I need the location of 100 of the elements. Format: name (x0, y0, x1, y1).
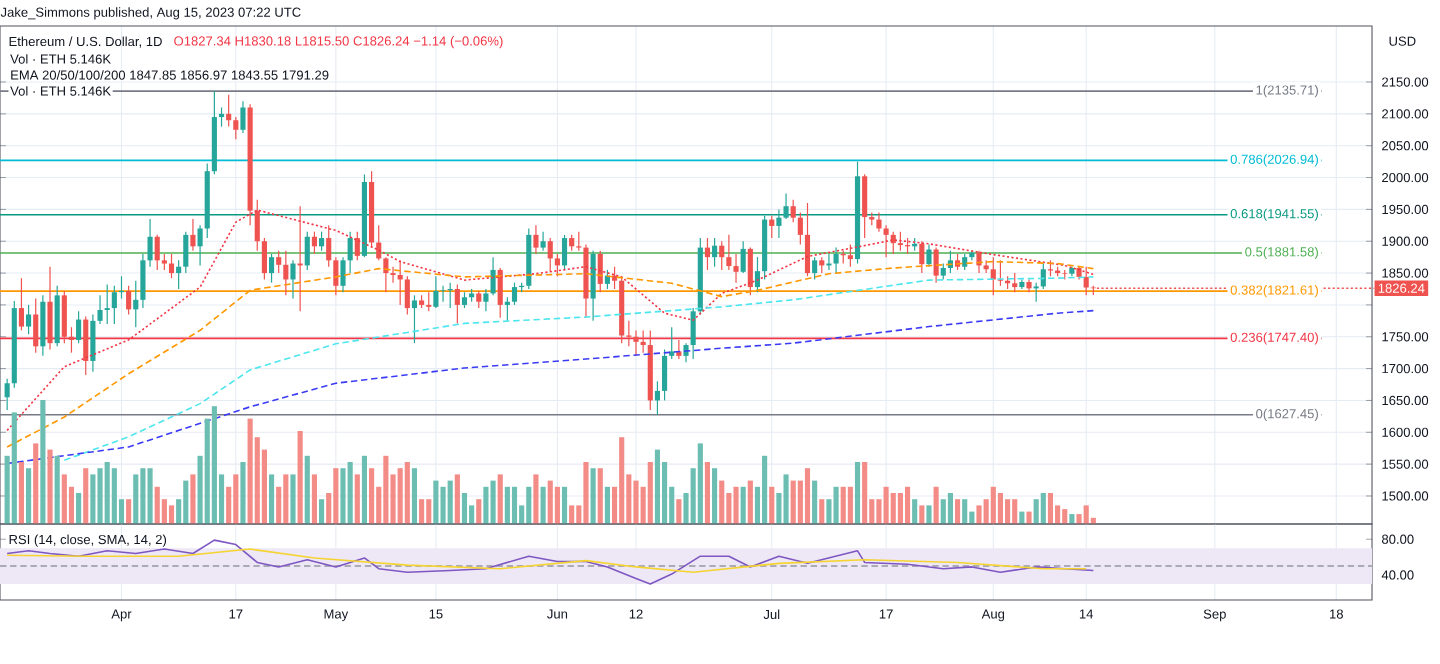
bar (90, 474, 96, 524)
bar (1012, 499, 1018, 524)
candlestick (662, 348, 668, 402)
bar (997, 493, 1003, 524)
bar (790, 480, 796, 524)
bar (912, 499, 918, 524)
candlestick (669, 326, 675, 360)
bar (540, 486, 546, 524)
bar (490, 480, 496, 524)
bar (61, 474, 67, 524)
bar (1047, 493, 1054, 524)
bar (647, 462, 653, 524)
bar (140, 468, 146, 524)
candlestick (590, 250, 596, 322)
bar (76, 493, 82, 524)
candlestick (319, 231, 325, 252)
candlestick (333, 256, 339, 296)
bar (11, 412, 17, 524)
candlestick (4, 378, 10, 411)
candlestick (111, 285, 117, 325)
candlestick (812, 256, 818, 281)
candlestick (1026, 278, 1032, 293)
bar (733, 486, 739, 524)
bar (154, 486, 160, 524)
candlestick (540, 231, 546, 252)
bar (919, 505, 925, 524)
candlestick (804, 202, 811, 277)
candlestick (511, 282, 518, 306)
bar (897, 493, 903, 524)
candlestick (168, 253, 175, 279)
candlestick (704, 237, 711, 271)
candlestick (54, 285, 60, 347)
bar (719, 480, 725, 524)
bar (361, 455, 368, 524)
bar (511, 486, 518, 524)
candlestick (611, 266, 618, 290)
bar (854, 462, 861, 524)
bar (433, 480, 439, 524)
candlestick (933, 247, 939, 284)
candlestick (340, 256, 346, 293)
line-series (6, 548, 1087, 574)
bar (590, 468, 596, 524)
candlestick (68, 326, 75, 354)
bar (804, 468, 811, 524)
candlestick (740, 240, 746, 274)
candlestick (754, 256, 761, 293)
bar (454, 474, 460, 524)
candlestick (33, 297, 39, 354)
bar (990, 486, 996, 524)
bar (240, 462, 246, 524)
candlestick (626, 320, 632, 347)
candlestick (747, 247, 753, 296)
candlestick (483, 288, 489, 312)
bar (440, 486, 446, 524)
candlestick (90, 313, 96, 373)
bar (1083, 505, 1089, 524)
candlestick (233, 116, 239, 140)
bar (83, 468, 89, 524)
candlestick (454, 283, 460, 324)
bar (847, 486, 853, 524)
bar (533, 474, 539, 524)
candlestick (40, 294, 46, 357)
candlestick (104, 283, 110, 325)
bar (554, 486, 560, 524)
bar (604, 486, 610, 524)
bar (304, 455, 310, 524)
bar (940, 499, 946, 524)
bar (1040, 493, 1046, 524)
bar (461, 493, 468, 524)
bar (419, 499, 425, 524)
candlestick (690, 307, 696, 360)
candlestick (347, 231, 353, 274)
candlestick (411, 294, 418, 344)
candlestick (1012, 272, 1018, 293)
candlestick (776, 208, 782, 239)
candlestick (833, 247, 839, 274)
candlestick (126, 285, 132, 316)
bar (183, 480, 189, 524)
bar (369, 468, 375, 524)
bar (712, 468, 718, 524)
candlestick (190, 218, 196, 252)
bar (504, 486, 510, 524)
bar (47, 449, 53, 524)
candlestick (240, 100, 246, 134)
bar (812, 480, 818, 524)
bar (619, 437, 625, 524)
bar (383, 455, 389, 524)
bar (890, 493, 896, 524)
candlestick (561, 234, 568, 271)
bar (340, 468, 346, 524)
candlestick (862, 173, 868, 239)
bar (126, 499, 132, 524)
candlestick (218, 106, 225, 128)
bar (883, 486, 889, 524)
candlestick (383, 256, 389, 293)
bar (411, 468, 418, 524)
bar (476, 499, 482, 524)
candlestick (311, 231, 317, 255)
bar (904, 486, 911, 524)
bar (97, 468, 103, 524)
